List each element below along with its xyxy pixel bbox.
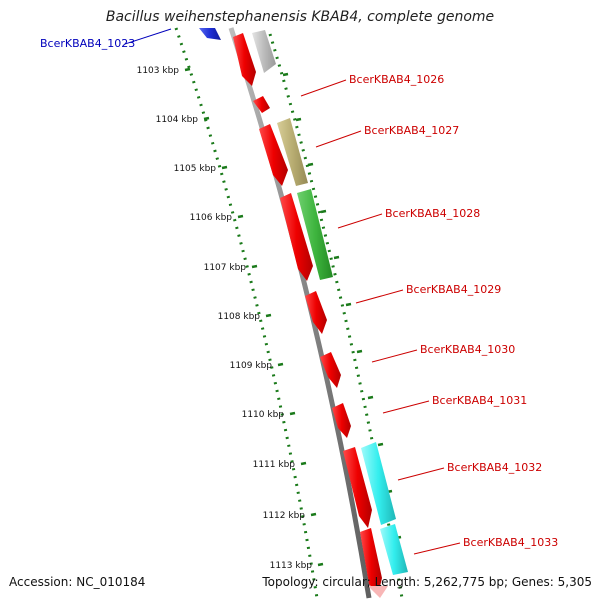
scale-label: 1105 kbp [174,164,217,174]
gene-leader-line [382,400,430,414]
label-leader-lines [124,28,461,555]
scale-tick [277,362,284,367]
scale-label: 1113 kbp [270,561,313,571]
gene-arrow [361,442,396,525]
scale-label: 1104 kbp [156,115,199,125]
scale-tick [307,162,314,167]
gene-label-g1033: BcerKBAB4_1033 [463,536,558,549]
gene-arrow [343,447,372,528]
gene-arrow [320,352,341,388]
gene-leader-line [397,467,445,481]
gene-leader-line [300,79,347,97]
gene-leader-line [355,289,404,304]
gene-label-g1023: BcerKBAB4_1023 [40,37,135,50]
scale-label: 1112 kbp [263,511,306,521]
scale-tick [251,264,258,269]
scale-label: 1111 kbp [253,460,296,470]
scale-tick [345,302,352,307]
scale-labels: 1103 kbp 1104 kbp 1105 kbp 1106 kbp 1107 kbp… [137,66,313,571]
scale-tick [367,395,374,400]
gene-label-g1026: BcerKBAB4_1026 [349,73,444,86]
forward-genes [233,33,382,595]
gene-arrow [280,193,313,281]
scale-tick [377,442,384,447]
scale-tick [310,512,317,517]
gene-leader-line [371,349,418,363]
gene-arrow [332,403,351,438]
scale-tick [282,72,289,77]
scale-tick [265,313,272,318]
scale-tick [221,165,228,170]
gene-leader-line [337,213,383,229]
cog-genes [199,28,408,598]
scale-tick [333,255,340,260]
gene-label-g1032: BcerKBAB4_1032 [447,461,542,474]
scale-label: 1107 kbp [204,263,247,273]
genome-summary: Topology: circular; Length: 5,262,775 bp… [262,575,592,589]
scale-label: 1110 kbp [242,410,285,420]
scale-label: 1103 kbp [137,66,180,76]
gene-leader-line [413,542,461,555]
gene-arrow [199,28,221,40]
gene-arrow [277,118,308,186]
gene-arrow [252,30,276,73]
accession-text: Accession: NC_010184 [9,575,146,589]
map-title: Bacillus weihenstephanensis KBAB4, compl… [105,9,495,25]
scale-tick [184,67,191,72]
scale-label: 1108 kbp [218,312,261,322]
gene-arrow [360,528,382,595]
scale-tick [320,209,327,214]
scale-label: 1109 kbp [230,361,273,371]
scale-tick [295,117,302,122]
scale-tick [203,116,210,121]
gene-arrow [259,124,288,186]
scale-tick [289,411,296,416]
gene-arrow [380,524,408,575]
scale-tick [317,562,324,567]
scale-ruler-inner [174,27,319,599]
gene-label-g1027: BcerKBAB4_1027 [364,124,459,137]
gene-arrow [305,291,327,334]
gene-label-g1028: BcerKBAB4_1028 [385,207,480,220]
gene-label-g1031: BcerKBAB4_1031 [432,394,527,407]
scale-label: 1106 kbp [190,213,233,223]
scale-tick [237,214,244,219]
gene-leader-line [315,130,362,148]
gene-arrow [233,33,256,86]
gene-labels: BcerKBAB4_1023 BcerKBAB4_1026 BcerKBAB4_10… [40,37,558,549]
gene-arrow [253,96,270,113]
gene-arrow [368,586,388,598]
gene-leader-line [124,28,172,45]
gene-label-g1029: BcerKBAB4_1029 [406,283,501,296]
scale-tick [300,461,307,466]
scale-tick [356,349,363,354]
gene-label-g1030: BcerKBAB4_1030 [420,343,515,356]
gene-arrow [297,189,333,280]
